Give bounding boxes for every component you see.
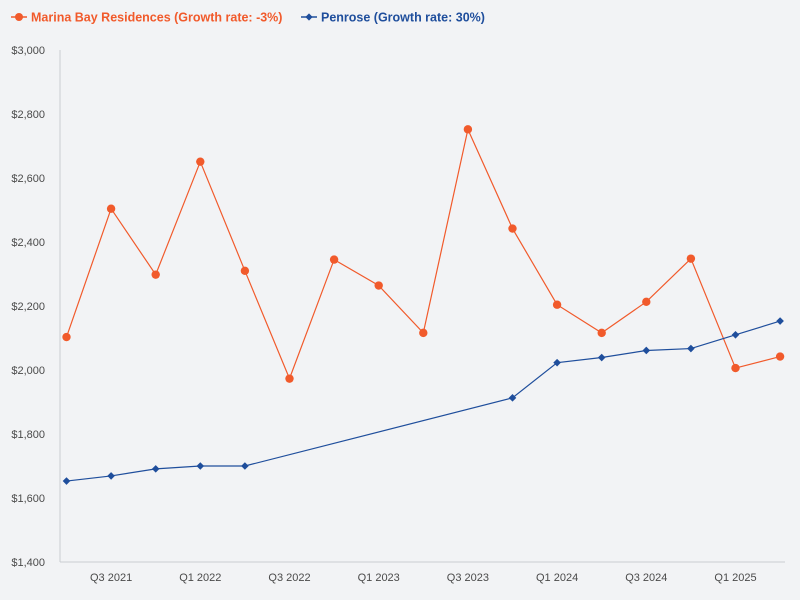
data-point[interactable] (463, 125, 473, 134)
y-tick-label: $2,000 (11, 365, 45, 377)
data-point[interactable] (107, 472, 115, 480)
data-point[interactable] (508, 394, 517, 402)
data-point[interactable] (731, 363, 740, 373)
data-point[interactable] (642, 346, 651, 355)
data-point[interactable] (196, 157, 205, 166)
legend-label: Marina Bay Residences (Growth rate: -3%) (31, 11, 282, 25)
x-tick-label: Q3 2021 (90, 572, 132, 584)
data-point[interactable] (62, 332, 71, 342)
series-marina-bay-residences (62, 125, 785, 383)
x-tick-label: Q3 2024 (625, 572, 667, 584)
data-point[interactable] (419, 328, 428, 338)
data-point[interactable] (106, 204, 116, 213)
y-tick-label: $1,400 (11, 557, 45, 569)
legend-label: Penrose (Growth rate: 30%) (321, 11, 485, 25)
data-point[interactable] (151, 270, 160, 279)
x-tick-label: Q1 2022 (179, 572, 221, 584)
legend-item-marina-bay-residences[interactable]: Marina Bay Residences (Growth rate: -3%) (11, 11, 282, 25)
y-tick-label: $2,600 (11, 173, 45, 185)
data-point[interactable] (776, 317, 784, 325)
series-line (66, 320, 781, 482)
data-point[interactable] (731, 331, 740, 339)
x-tick-label: Q1 2023 (358, 572, 400, 584)
y-tick-label: $1,600 (11, 493, 45, 505)
legend: Marina Bay Residences (Growth rate: -3%)… (11, 11, 485, 25)
data-point[interactable] (329, 255, 339, 264)
x-axis: Q3 2021 Q1 2022 Q3 2022 Q1 2023 Q3 2023 Q1 20… (60, 561, 785, 584)
data-point[interactable] (597, 353, 606, 362)
data-point[interactable] (775, 352, 785, 361)
legend-marker (305, 13, 313, 21)
data-point[interactable] (687, 344, 695, 353)
series-penrose (62, 317, 784, 485)
y-tick-label: $3,000 (11, 45, 45, 57)
data-point[interactable] (642, 297, 651, 307)
data-point[interactable] (241, 462, 249, 470)
data-point[interactable] (552, 300, 562, 309)
x-tick-label: Q1 2024 (536, 572, 578, 584)
series-layer (62, 125, 785, 485)
series-line (65, 127, 781, 381)
data-point[interactable] (686, 254, 696, 263)
x-tick-label: Q3 2022 (268, 572, 310, 584)
data-point[interactable] (196, 462, 205, 470)
data-point[interactable] (508, 224, 517, 233)
data-point[interactable] (285, 374, 294, 383)
data-point[interactable] (553, 358, 561, 367)
data-point[interactable] (374, 281, 383, 290)
data-point[interactable] (62, 477, 71, 485)
data-point[interactable] (151, 465, 160, 473)
y-tick-label: $2,400 (11, 237, 45, 249)
x-tick-label: Q1 2025 (714, 572, 756, 584)
legend-marker (15, 13, 23, 21)
y-tick-label: $1,800 (11, 429, 45, 441)
y-tick-label: $2,200 (11, 301, 45, 313)
x-tick-label: Q3 2023 (447, 572, 489, 584)
data-point[interactable] (240, 266, 250, 275)
data-point[interactable] (597, 328, 606, 338)
legend-item-penrose[interactable]: Penrose (Growth rate: 30%) (301, 11, 485, 25)
y-tick-label: $2,800 (11, 109, 45, 121)
y-axis: $1,400 $1,600 $1,800 $2,000 $2,200 $2,400 $2,6… (11, 45, 61, 569)
